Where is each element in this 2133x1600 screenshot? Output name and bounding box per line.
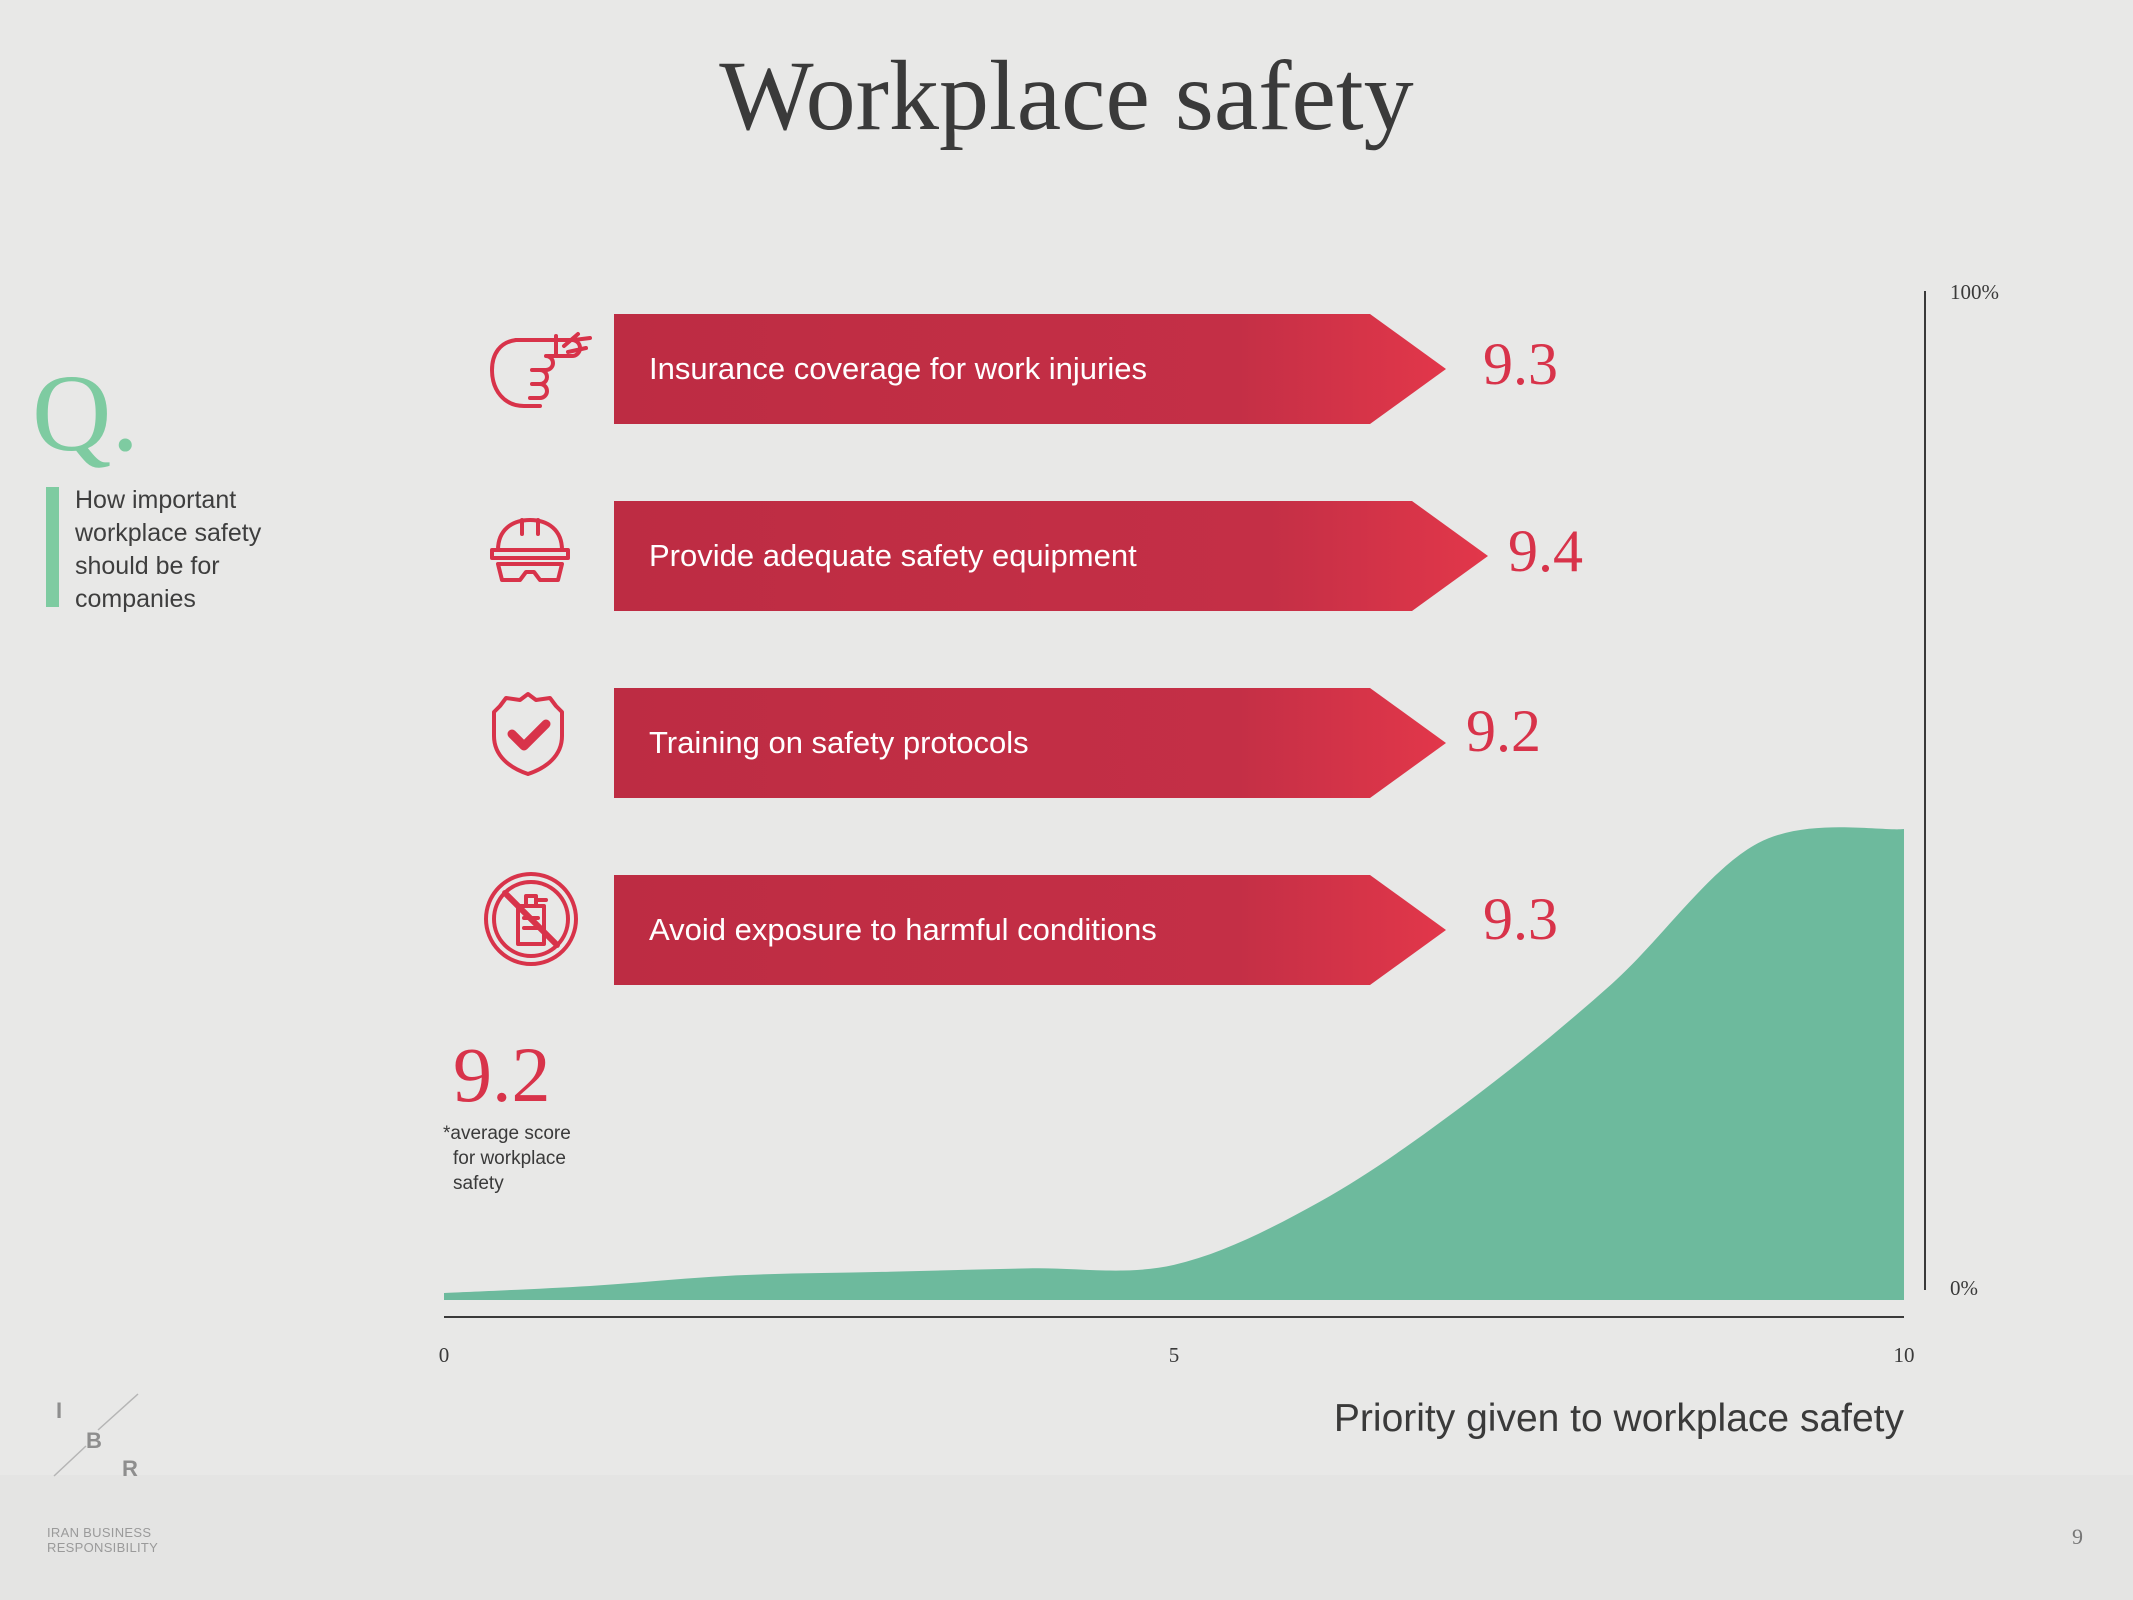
ibr-logo: I B R xyxy=(46,1390,146,1485)
x-tick-label: 0 xyxy=(439,1343,450,1367)
logo-letter-i: I xyxy=(56,1398,62,1423)
question-text: How important workplace safety should be… xyxy=(75,486,262,613)
logo-subtitle-line: IRAN BUSINESS xyxy=(47,1525,152,1540)
item-arrow-equipment: Provide adequate safety equipment xyxy=(614,501,1488,611)
item-arrow-training: Training on safety protocols xyxy=(614,688,1446,798)
item-score: 9.2 xyxy=(1466,698,1541,764)
average-note-line: safety xyxy=(453,1173,504,1194)
x-tick-label: 5 xyxy=(1169,1343,1180,1367)
injured-finger-icon xyxy=(486,328,598,417)
area-series xyxy=(444,827,1904,1300)
item-label: Training on safety protocols xyxy=(649,725,1029,760)
page-number: 9 xyxy=(2072,1524,2083,1549)
logo-letter-b: B xyxy=(86,1428,102,1453)
logo-letter-r: R xyxy=(122,1456,138,1480)
y-tick-label: 0% xyxy=(1950,1276,1978,1300)
average-score: 9.2 xyxy=(453,1031,551,1118)
average-note-line: *average score xyxy=(443,1123,571,1144)
footer-band xyxy=(0,1475,2133,1600)
item-label: Insurance coverage for work injuries xyxy=(649,351,1147,386)
logo-subtitle-line: RESPONSIBILITY xyxy=(47,1540,159,1555)
question-mark: Q. xyxy=(32,352,139,474)
item-arrow-exposure: Avoid exposure to harmful conditions xyxy=(614,875,1446,985)
item-arrow-insurance: Insurance coverage for work injuries xyxy=(614,314,1446,424)
y-tick-label: 100% xyxy=(1950,280,1999,304)
average-note: *average score for workplace safety xyxy=(443,1121,593,1196)
average-note-line: for workplace xyxy=(453,1148,566,1169)
x-tick-label: 10 xyxy=(1894,1343,1915,1367)
item-score: 9.4 xyxy=(1508,518,1583,584)
item-score: 9.3 xyxy=(1483,331,1558,397)
hard-hat-goggles-icon xyxy=(488,516,572,593)
x-axis-label: Priority given to workplace safety xyxy=(1333,1397,1904,1440)
shield-check-icon xyxy=(490,690,566,783)
no-hazard-icon xyxy=(482,870,580,973)
logo-subtitle: IRAN BUSINESS RESPONSIBILITY xyxy=(47,1525,158,1555)
question-accent-bar xyxy=(46,487,59,607)
item-score: 9.3 xyxy=(1483,886,1558,952)
item-label: Provide adequate safety equipment xyxy=(649,538,1137,573)
page-title: Workplace safety xyxy=(719,40,1414,151)
item-label: Avoid exposure to harmful conditions xyxy=(649,912,1157,947)
